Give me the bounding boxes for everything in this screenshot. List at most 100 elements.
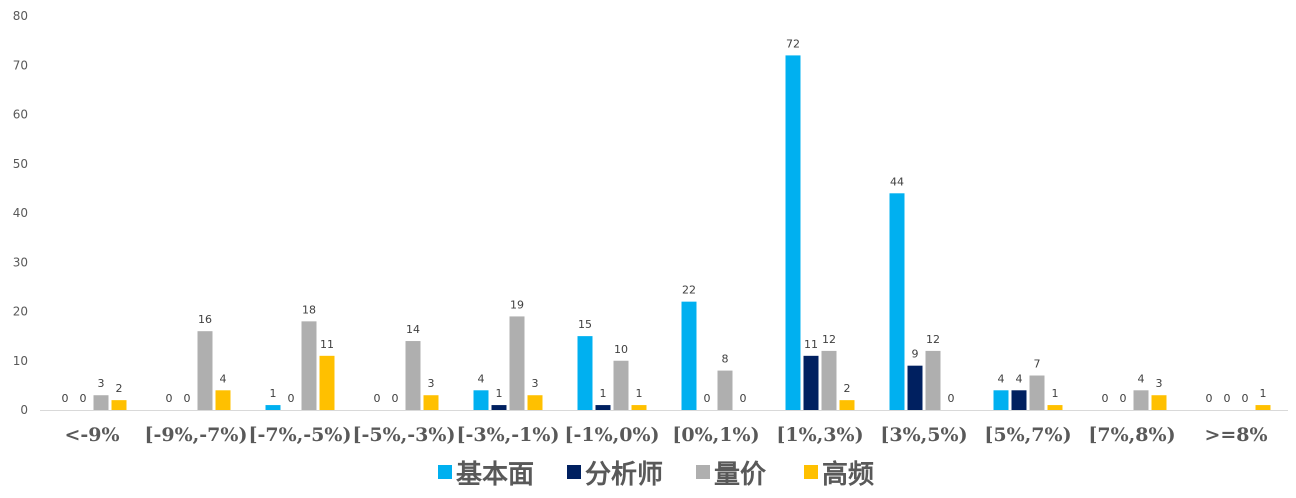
legend: 基本面 分析师 量价 高频 (438, 459, 874, 490)
data-label: 44 (890, 175, 904, 188)
legend-label: 高频 (822, 459, 874, 490)
bar (1011, 390, 1027, 410)
bar (993, 390, 1009, 410)
bar (93, 395, 109, 410)
data-label: 2 (116, 382, 123, 395)
data-label: 4 (478, 372, 485, 385)
data-label: 1 (1052, 387, 1059, 400)
bar (907, 365, 923, 410)
data-label: 0 (740, 392, 747, 405)
legend-swatch (804, 465, 818, 479)
y-tick-label: 0 (20, 403, 28, 417)
bar (803, 355, 819, 410)
x-tick-label: [-1%,0%) (564, 424, 659, 446)
bar (423, 395, 439, 410)
data-label: 11 (320, 338, 334, 351)
y-tick-label: 20 (13, 305, 28, 319)
data-label: 10 (614, 343, 628, 356)
data-label: 18 (302, 303, 316, 316)
data-label: 2 (844, 382, 851, 395)
bar (889, 193, 905, 410)
y-axis: 0 10 20 30 40 50 60 70 80 (13, 9, 28, 417)
data-label: 7 (1034, 358, 1041, 371)
x-tick-label: [1%,3%) (776, 424, 863, 446)
data-label: 72 (786, 37, 800, 50)
x-tick-label: [-7%,-5%) (249, 424, 352, 446)
data-label: 0 (1206, 392, 1213, 405)
legend-swatch (696, 465, 710, 479)
bar (405, 341, 421, 410)
data-label: 1 (496, 387, 503, 400)
data-label: 0 (1120, 392, 1127, 405)
data-label: 14 (406, 323, 420, 336)
bar (319, 355, 335, 410)
bar (631, 405, 647, 410)
data-label: 1 (270, 387, 277, 400)
bar (301, 321, 317, 410)
bar (681, 301, 697, 410)
data-label: 11 (804, 338, 818, 351)
y-tick-label: 50 (13, 157, 28, 171)
data-label: 15 (578, 318, 592, 331)
legend-swatch (438, 465, 452, 479)
data-label: 4 (1138, 372, 1145, 385)
y-tick-label: 40 (13, 206, 28, 220)
bar (595, 405, 611, 410)
data-label: 3 (98, 377, 105, 390)
bar (111, 400, 127, 410)
data-label: 1 (636, 387, 643, 400)
bar (1047, 405, 1063, 410)
bar (1029, 375, 1045, 410)
bar (613, 360, 629, 410)
data-label: 3 (1156, 377, 1163, 390)
data-label: 4 (1016, 372, 1023, 385)
x-tick-label: [3%,5%) (880, 424, 967, 446)
x-tick-label: [-9%,-7%) (145, 424, 248, 446)
data-label: 12 (822, 333, 836, 346)
data-label: 0 (392, 392, 399, 405)
legend-label: 分析师 (585, 460, 663, 490)
data-label: 0 (1224, 392, 1231, 405)
bar (577, 336, 593, 410)
bar (527, 395, 543, 410)
data-label: 0 (184, 392, 191, 405)
data-label: 0 (80, 392, 87, 405)
bar (1133, 390, 1149, 410)
x-tick-label: [-5%,-3%) (353, 424, 456, 446)
data-label: 0 (62, 392, 69, 405)
bar (925, 350, 941, 410)
x-tick-label: [0%,1%) (672, 424, 759, 446)
data-label: 0 (288, 392, 295, 405)
data-label: 22 (682, 284, 696, 297)
data-label: 4 (998, 372, 1005, 385)
y-tick-label: 30 (13, 255, 28, 269)
data-label: 4 (220, 372, 227, 385)
y-tick-label: 70 (13, 58, 28, 72)
bar (1255, 405, 1271, 410)
bars (93, 55, 1271, 411)
data-label: 0 (1102, 392, 1109, 405)
data-label: 12 (926, 333, 940, 346)
bar (265, 405, 281, 410)
x-axis: <-9% [-9%,-7%) [-7%,-5%) [-5%,-3%) [-3%,-1%)… (64, 424, 1267, 446)
bar (197, 331, 213, 410)
bar (785, 55, 801, 411)
data-label: 3 (428, 377, 435, 390)
data-label: 16 (198, 313, 212, 326)
bar (473, 390, 489, 410)
x-tick-label: >=8% (1204, 424, 1267, 446)
bar (509, 316, 525, 410)
bar (717, 370, 733, 410)
data-label: 19 (510, 298, 524, 311)
data-label: 1 (1260, 387, 1267, 400)
x-tick-label: [-3%,-1%) (457, 424, 560, 446)
bar (839, 400, 855, 410)
x-tick-label: <-9% (64, 424, 119, 446)
x-tick-label: [7%,8%) (1088, 424, 1175, 446)
legend-label: 量价 (714, 460, 767, 490)
y-tick-label: 80 (13, 9, 28, 23)
bar (491, 405, 507, 410)
